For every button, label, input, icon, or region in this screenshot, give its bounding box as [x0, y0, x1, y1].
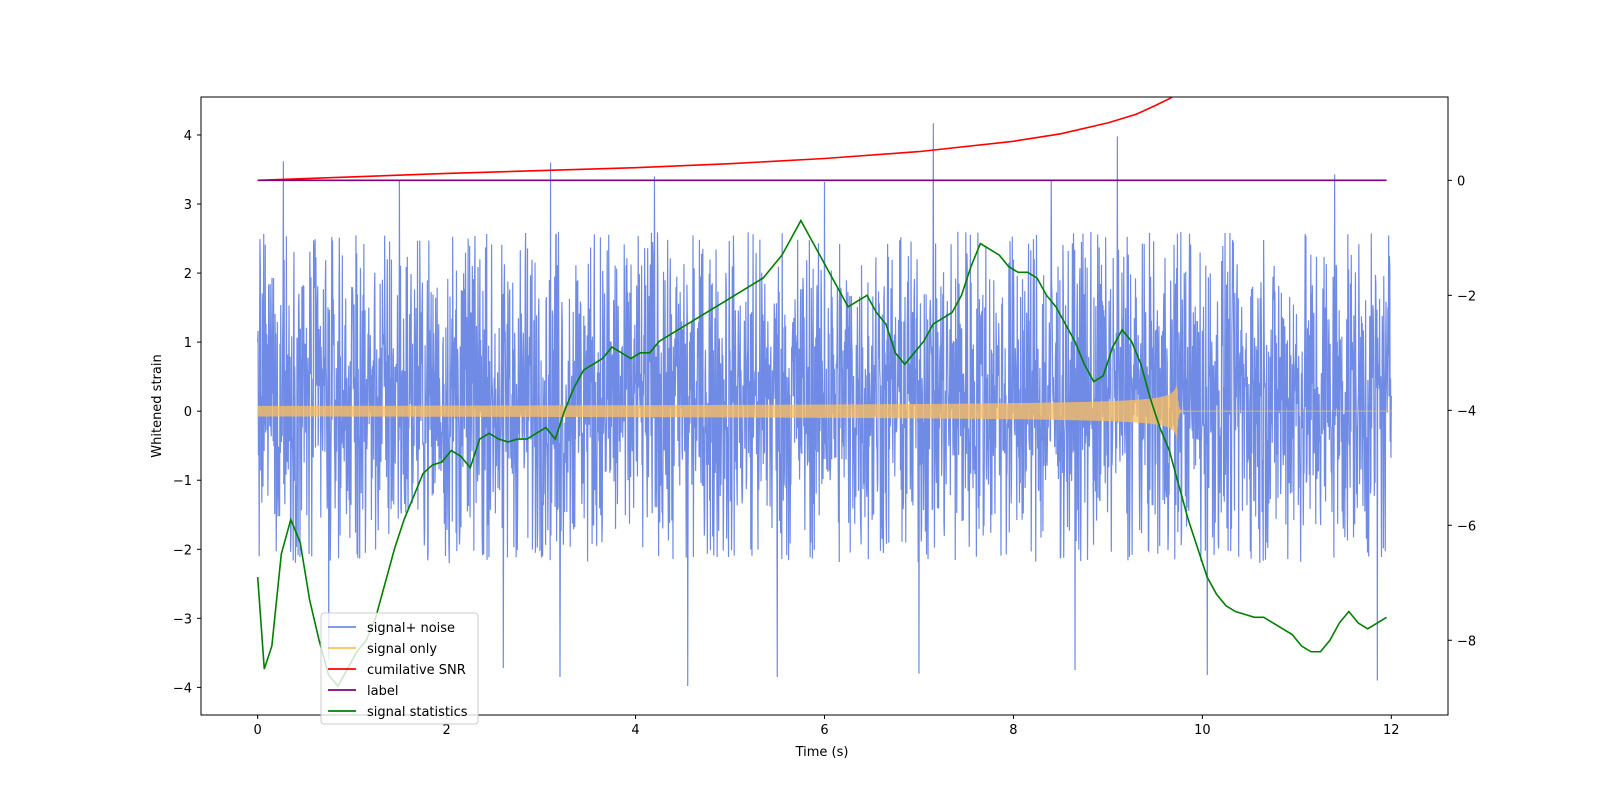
series-signal-plus-noise [257, 123, 1392, 687]
y-left-tick-label: −2 [173, 543, 192, 558]
y-left-axis-ticks: 4 3 2 1 0 −1 −2 −3 −4 [173, 129, 201, 696]
series-cumilative-snr [257, 97, 1174, 182]
x-tick-label: 10 [1194, 723, 1211, 738]
x-tick-label: 6 [820, 723, 828, 738]
legend-label: label [367, 684, 398, 699]
x-tick-label: 0 [254, 723, 262, 738]
y-right-tick-label: −4 [1457, 404, 1476, 419]
y-left-tick-label: −4 [173, 681, 192, 696]
legend-label: signal statistics [367, 705, 468, 720]
y-left-tick-label: 3 [184, 198, 192, 213]
legend-entries: signal+ noise signal only cumilative SNR la… [328, 621, 468, 720]
y-left-tick-label: 2 [184, 267, 192, 282]
x-axis-label: Time (s) [795, 745, 849, 760]
series-signal-statistics [256, 218, 1388, 688]
y-left-tick-label: 0 [184, 405, 192, 420]
y-axis-label: Whitened strain [150, 354, 165, 457]
legend-box [320, 612, 479, 725]
series-layer [256, 97, 1392, 688]
legend-label: signal+ noise [367, 621, 455, 636]
y-left-tick-label: −1 [173, 474, 192, 489]
series-signal-only [257, 385, 1392, 439]
x-tick-label: 2 [442, 723, 450, 738]
y-left-tick-label: −3 [173, 612, 192, 627]
legend-label: signal only [367, 642, 437, 657]
y-right-tick-label: −8 [1457, 634, 1476, 649]
x-tick-label: 8 [1009, 723, 1017, 738]
x-tick-label: 4 [631, 723, 639, 738]
x-tick-label: 12 [1383, 723, 1400, 738]
y-right-tick-label: −2 [1457, 289, 1476, 304]
y-right-axis-ticks: 0 −2 −4 −6 −8 [1448, 174, 1476, 649]
y-left-tick-label: 1 [184, 336, 192, 351]
legend-label: cumilative SNR [367, 663, 466, 678]
y-left-tick-label: 4 [184, 129, 192, 144]
y-right-tick-label: 0 [1457, 174, 1465, 189]
legend: signal+ noise signal only cumilative SNR la… [320, 612, 479, 725]
y-right-tick-label: −6 [1457, 519, 1476, 534]
